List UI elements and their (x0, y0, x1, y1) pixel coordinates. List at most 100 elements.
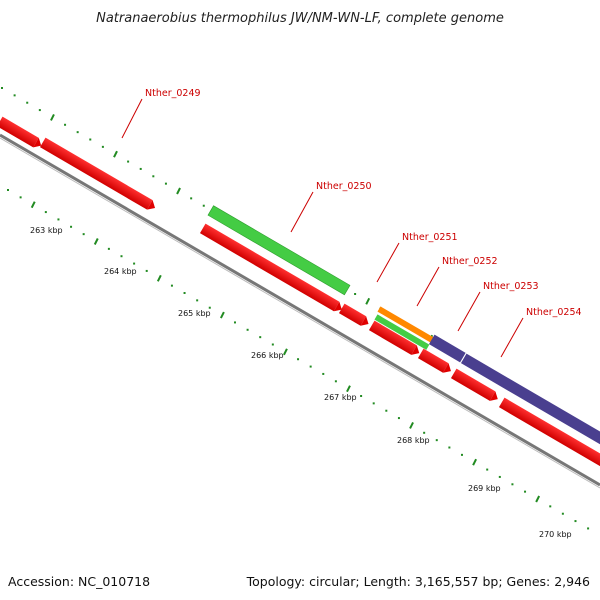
scale-label: 266 kbp (251, 351, 284, 360)
cds-purple-0253 (428, 334, 466, 363)
major-tick (409, 421, 414, 429)
minor-tick (89, 138, 92, 141)
minor-tick (322, 372, 325, 375)
cds-arrow-head (33, 137, 42, 148)
minor-tick (82, 233, 85, 236)
cds-arrow (450, 368, 496, 401)
cds-arrow (338, 303, 367, 326)
minor-tick (170, 284, 173, 287)
cds-arrow (368, 320, 417, 355)
scale-label: 269 kbp (468, 484, 501, 493)
scale-labels: 263 kbp 264 kbp 265 kbp 266 kbp 267 kbp … (30, 226, 572, 539)
leader-line (457, 291, 481, 332)
cds-arrow-head (443, 363, 451, 373)
minor-tick (133, 262, 136, 265)
major-tick (472, 458, 477, 466)
minor-tick (13, 94, 16, 97)
gene-label-0252: Nther_0252 (442, 256, 498, 267)
cds-green-0250 (207, 205, 351, 296)
scale-label: 263 kbp (30, 226, 63, 235)
scale-label: 264 kbp (104, 267, 137, 276)
minor-tick (120, 255, 123, 258)
cds-orange-0252 (377, 306, 437, 345)
cds-arrow-head (147, 200, 156, 210)
minor-tick (233, 321, 236, 324)
minor-tick (271, 343, 274, 346)
inner-tick-dots (7, 189, 590, 530)
scale-label: 265 kbp (178, 309, 211, 318)
gene-label-0249: Nther_0249 (145, 88, 201, 99)
scale-label: 267 kbp (324, 393, 357, 402)
minor-tick (76, 131, 79, 134)
cds-purple-0254 (460, 353, 600, 449)
cds-row-lower (0, 116, 600, 468)
leader-line (121, 98, 143, 139)
gene-label-0250: Nther_0250 (316, 181, 372, 192)
gene-label-0253: Nther_0253 (483, 281, 539, 292)
minor-tick (354, 293, 357, 296)
major-tick (156, 274, 162, 282)
minor-tick (152, 175, 155, 178)
cds-arrow (39, 137, 153, 210)
cds-arrow-head (360, 316, 369, 326)
cds-arrow (199, 223, 340, 312)
minor-tick (202, 204, 205, 207)
gene-label-0251: Nther_0251 (402, 232, 458, 243)
major-tick (346, 385, 351, 393)
minor-tick (190, 197, 193, 200)
minor-tick (360, 395, 363, 398)
leader-line (376, 242, 400, 283)
minor-tick (57, 218, 60, 221)
minor-tick (309, 365, 312, 368)
minor-tick (19, 196, 22, 199)
minor-tick (334, 380, 337, 383)
cds-arrow-head (489, 391, 498, 401)
minor-tick (26, 101, 29, 104)
minor-tick (107, 247, 110, 250)
cds-arrow (498, 397, 600, 468)
minor-tick (7, 189, 9, 191)
minor-tick (486, 468, 489, 471)
minor-tick (297, 358, 300, 361)
minor-tick (259, 336, 262, 339)
genome-backbone (0, 133, 600, 487)
minor-tick (246, 328, 249, 331)
major-tick (535, 495, 541, 503)
minor-tick (1, 87, 3, 89)
minor-tick (385, 409, 388, 412)
cds-arrow-head (411, 345, 420, 355)
major-tick (50, 113, 55, 121)
cds-arrow (0, 116, 39, 148)
minor-tick (561, 512, 564, 515)
minor-tick (183, 292, 186, 295)
cds-row-upper (207, 205, 600, 449)
minor-tick (511, 483, 514, 486)
major-tick (93, 238, 99, 245)
minor-tick (44, 211, 47, 214)
minor-tick (196, 299, 199, 302)
major-tick (113, 150, 118, 158)
leader-line (290, 191, 314, 233)
accession-text: Accession: NC_010718 (8, 574, 150, 589)
minor-tick (423, 431, 426, 434)
minor-tick (38, 109, 41, 112)
gene-labels: Nther_0249 Nther_0250 Nther_0251 Nther_0… (121, 88, 582, 358)
minor-tick (139, 167, 142, 170)
cds-arrow (417, 348, 449, 373)
minor-tick (549, 505, 552, 508)
map-title: Natranaerobius thermophilus JW/NM-WN-LF,… (96, 11, 504, 26)
minor-tick (70, 225, 73, 228)
major-tick (219, 311, 225, 319)
major-tick (176, 187, 181, 195)
leader-line (500, 317, 524, 358)
minor-tick (208, 306, 211, 309)
minor-tick (587, 527, 590, 530)
minor-tick (460, 453, 463, 456)
major-tick (30, 201, 36, 209)
scale-label: 268 kbp (397, 436, 430, 445)
cds-arrow-head (333, 301, 342, 312)
minor-tick (372, 402, 375, 405)
minor-tick (145, 269, 148, 272)
minor-tick (524, 490, 527, 493)
scale-label: 270 kbp (539, 530, 572, 539)
